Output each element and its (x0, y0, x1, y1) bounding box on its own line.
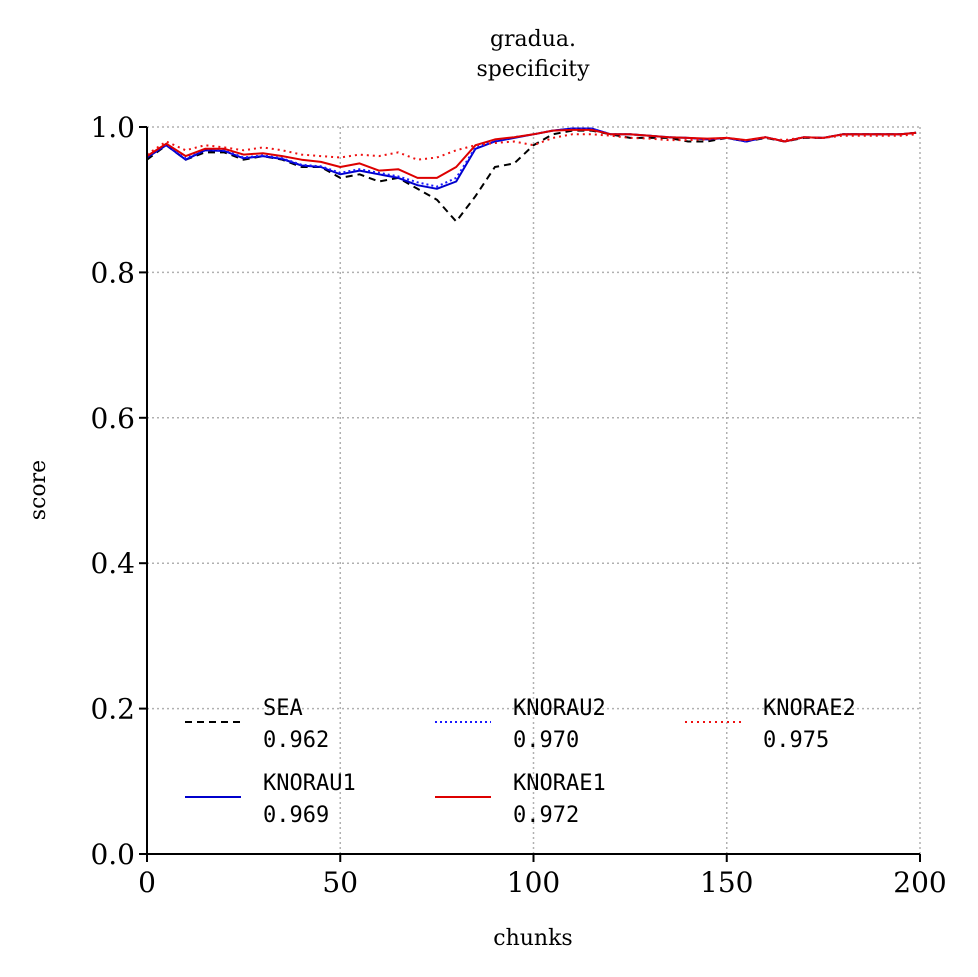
series-line-knorae1 (146, 128, 917, 179)
legend-item-knorae1: KNORAE1 0.972 (435, 771, 606, 828)
legend-series-score: 0.962 (263, 728, 329, 753)
legend-item-sea: SEA 0.962 (185, 696, 329, 753)
legend-series-score: 0.975 (763, 728, 829, 753)
legend-series-name: KNORAU2 (513, 696, 606, 721)
legend-series-name: SEA (263, 696, 303, 721)
x-axis-label: chunks (493, 926, 572, 951)
legend-series-score: 0.969 (263, 803, 329, 828)
y-tick-label: 1.0 (90, 111, 135, 144)
y-tick-label: 0.0 (90, 838, 135, 871)
legend-series-name: KNORAU1 (263, 771, 356, 796)
x-axis-ticks: 0 50 100 150 200 (138, 854, 947, 899)
y-axis-ticks: 0.0 0.2 0.4 0.6 0.8 1.0 (90, 111, 147, 871)
chart-title-line-2: specificity (476, 57, 590, 82)
y-tick-label: 0.8 (90, 256, 135, 289)
legend-series-name: KNORAE2 (763, 696, 856, 721)
y-tick-label: 0.4 (90, 547, 135, 580)
x-tick-label: 150 (700, 866, 753, 899)
legend: SEA 0.962 KNORAU1 0.969 KNORAU2 0.970 KNORAE1 0… (185, 696, 856, 828)
legend-series-score: 0.972 (513, 803, 579, 828)
chart-title-line-1: gradua. (490, 27, 576, 52)
series-lines (146, 127, 917, 223)
x-tick-label: 100 (507, 866, 560, 899)
y-tick-label: 0.2 (90, 693, 135, 726)
legend-item-knorau2: KNORAU2 0.970 (435, 696, 606, 753)
legend-item-knorae2: KNORAE2 0.975 (685, 696, 856, 753)
legend-series-name: KNORAE1 (513, 771, 606, 796)
legend-item-knorau1: KNORAU1 0.969 (185, 771, 356, 828)
y-tick-label: 0.6 (90, 402, 135, 435)
series-line-knorau2 (146, 127, 917, 188)
x-tick-label: 200 (893, 866, 946, 899)
legend-series-score: 0.970 (513, 728, 579, 753)
y-axis-label: score (26, 460, 51, 520)
x-tick-label: 0 (138, 866, 156, 899)
x-tick-label: 50 (322, 866, 358, 899)
